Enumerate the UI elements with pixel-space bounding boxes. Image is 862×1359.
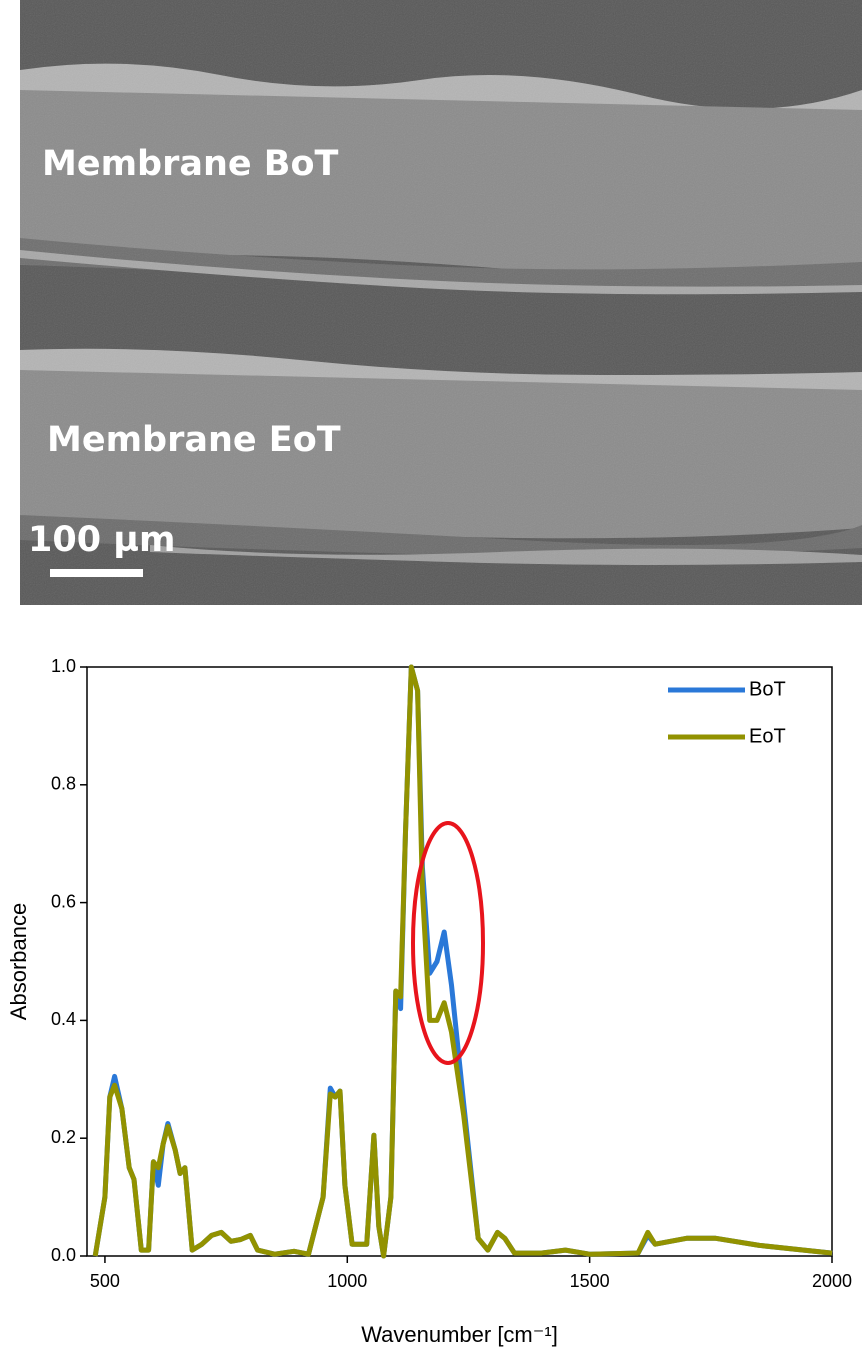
plot-frame	[86, 666, 833, 1257]
x-tick-label: 500	[90, 1271, 120, 1291]
x-tick-label: 2000	[812, 1271, 852, 1291]
y-tick-label: 0.0	[51, 1245, 76, 1265]
scale-bar	[50, 569, 143, 577]
legend-label: EoT	[749, 725, 786, 747]
legend-label: BoT	[749, 678, 786, 700]
sem-label: Membrane EoT	[47, 420, 341, 460]
y-axis-label: Absorbance	[6, 903, 31, 1020]
x-tick-label: 1500	[570, 1271, 610, 1291]
series-line	[92, 664, 833, 1259]
scale-label: 100 µm	[28, 520, 175, 560]
sem-label: Membrane BoT	[42, 144, 339, 184]
y-tick-label: 0.8	[51, 774, 76, 794]
y-tick-label: 0.4	[51, 1009, 76, 1029]
series-line	[92, 664, 833, 1259]
x-tick-label: 1000	[327, 1271, 367, 1291]
x-axis-label: Wavenumber [cm⁻¹]	[361, 1322, 558, 1347]
y-tick-label: 1.0	[51, 656, 76, 676]
chart: 0.0 0.2 0.4 0.6 0.8 1.0 500 1000 1500 2000 Wavenum…	[6, 656, 852, 1347]
y-tick-label: 0.2	[51, 1127, 76, 1147]
y-tick-label: 0.6	[51, 891, 76, 911]
highlight-ellipse	[411, 821, 485, 1065]
sem-image: Membrane BoT Membrane EoT 100 µm	[20, 0, 862, 605]
